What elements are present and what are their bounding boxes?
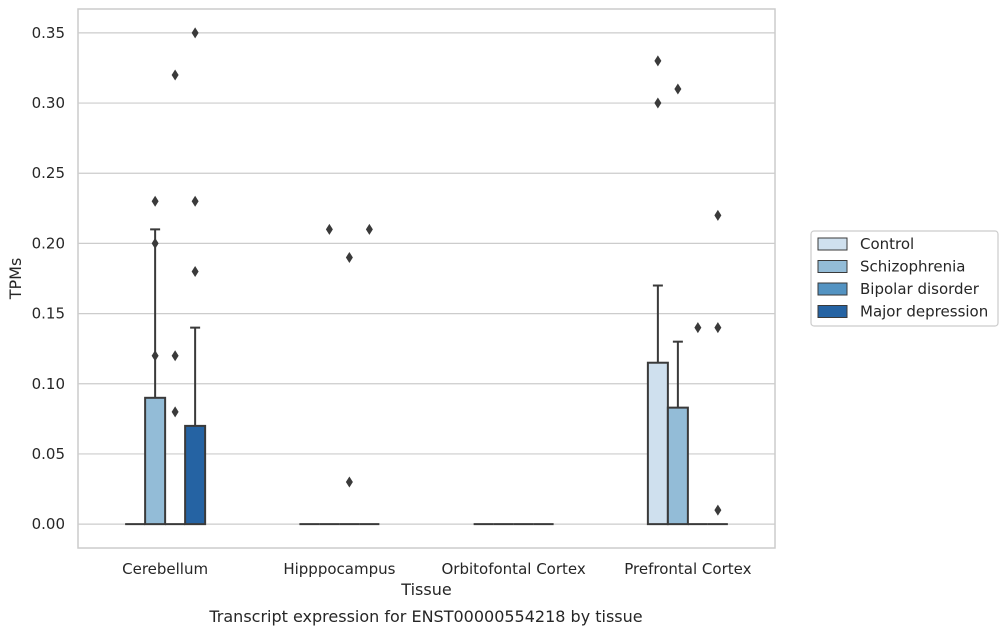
y-tick-label: 0.05 [32,445,65,463]
y-tick-label: 0.35 [32,24,65,42]
outlier-point [151,195,159,207]
legend-swatch [817,282,848,296]
legend-swatch [817,305,848,318]
y-ticks: 0.00 0.05 0.10 0.15 0.20 0.25 0.30 0.35 [32,24,65,533]
legend-label: Control [860,235,914,253]
x-tick-label: Orbitofontal Cortex [442,560,586,578]
outlier-point [714,504,722,516]
x-axis-label: Tissue [400,580,451,599]
y-tick-label: 0.30 [32,94,65,112]
outlier-point [654,55,662,67]
outlier-point [365,223,373,235]
y-tick-label: 0.20 [32,234,65,252]
outlier-point [674,83,682,95]
outlier-point [171,350,179,362]
outlier-point [325,223,333,235]
bars [125,27,728,526]
x-tick-label: Cerebellum [122,560,208,578]
outlier-point [171,69,179,81]
outlier-point [654,97,662,109]
bar [666,406,689,526]
outlier-point [191,27,199,39]
y-tick-label: 0.10 [32,375,65,393]
legend-label: Schizophrenia [860,258,965,276]
bar [646,361,669,526]
y-tick-label: 0.15 [32,305,65,323]
outlier-point [171,406,179,418]
x-ticks: Cerebellum Hipppocampus Orbitofontal Corte… [122,560,751,578]
bar [144,396,167,526]
legend: Control Schizophrenia Bipolar disorder Majo… [810,230,999,327]
outlier-point [191,195,199,207]
x-tick-label: Prefrontal Cortex [624,560,751,578]
legend-label: Major depression [860,303,988,321]
outlier-point [694,322,702,334]
outlier-point [714,322,722,334]
y-axis-label: TPMs [6,258,25,301]
outlier-point [345,476,353,488]
legend-label: Bipolar disorder [860,280,980,298]
legend-swatch [817,260,848,273]
bar [184,424,207,526]
legend-box [810,230,999,327]
outlier-point [191,265,199,277]
y-tick-label: 0.00 [32,515,65,533]
chart-caption: Transcript expression for ENST0000055421… [208,607,642,626]
outlier-point [714,209,722,221]
legend-swatch [817,237,848,251]
outlier-point [151,350,159,362]
y-tick-label: 0.25 [32,164,65,182]
x-tick-label: Hipppocampus [283,560,395,578]
outlier-point [345,251,353,263]
outlier-point [151,237,159,249]
plot-frame [77,8,776,549]
